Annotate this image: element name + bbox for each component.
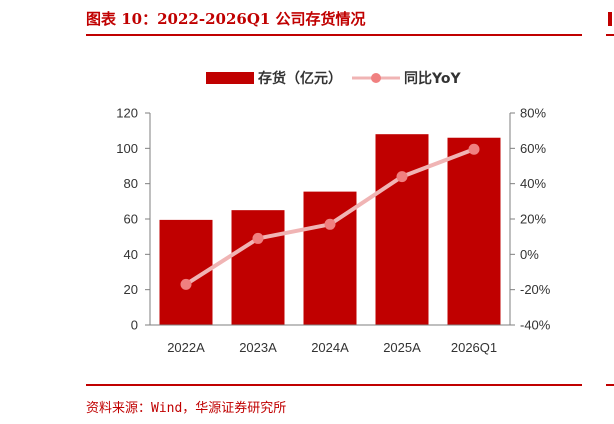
adjacent-rule-top: [606, 34, 614, 36]
yoy-point: [396, 171, 408, 183]
yoy-point: [324, 218, 336, 230]
legend-line-marker: [371, 73, 381, 83]
x-tick-label: 2023A: [239, 340, 277, 355]
bar: [375, 134, 429, 325]
bar: [231, 210, 285, 325]
line-series: [180, 143, 480, 290]
right-tick-label: 60%: [520, 141, 546, 156]
figure-title: 图表 10：2022-2026Q1 公司存货情况: [86, 10, 366, 28]
adjacent-figure-edge: [608, 12, 612, 26]
legend-bar-label: 存货（亿元）: [258, 70, 342, 87]
bar-series: [159, 134, 501, 325]
x-tick-label: 2022A: [167, 340, 205, 355]
title-rule: [86, 34, 582, 36]
adjacent-rule-bottom: [606, 384, 614, 386]
source-rule: [86, 384, 582, 386]
left-tick-label: 80: [124, 176, 138, 191]
x-axis: 2022A 2023A 2024A 2025A 2026Q1: [150, 324, 510, 355]
left-tick-label: 40: [124, 247, 138, 262]
right-tick-label: 20%: [520, 212, 546, 227]
left-tick-label: 100: [116, 141, 138, 156]
left-tick-label: 60: [124, 212, 138, 227]
right-tick-label: 40%: [520, 176, 546, 191]
yoy-point: [468, 143, 480, 155]
left-tick-label: 0: [131, 318, 138, 333]
yoy-point: [180, 278, 192, 290]
left-axis: 0 20 40 60 80 100 120: [116, 106, 151, 333]
right-tick-label: -20%: [520, 282, 551, 297]
legend-line-label: 同比YoY: [404, 70, 461, 87]
legend-bar-swatch: [206, 72, 254, 84]
yoy-point: [252, 232, 264, 244]
left-tick-label: 20: [124, 282, 138, 297]
right-tick-label: -40%: [520, 318, 551, 333]
right-axis: -40% -20% 0% 20% 40% 60% 80%: [509, 106, 551, 333]
source-note: 资料来源：Wind，华源证券研究所: [86, 401, 287, 416]
right-tick-label: 80%: [520, 106, 546, 121]
bar: [447, 137, 501, 325]
x-tick-label: 2025A: [383, 340, 421, 355]
left-tick-label: 120: [116, 106, 138, 121]
x-tick-label: 2026Q1: [451, 340, 497, 355]
right-tick-label: 0%: [520, 247, 539, 262]
x-tick-label: 2024A: [311, 340, 349, 355]
legend: 存货（亿元） 同比YoY: [206, 70, 461, 87]
